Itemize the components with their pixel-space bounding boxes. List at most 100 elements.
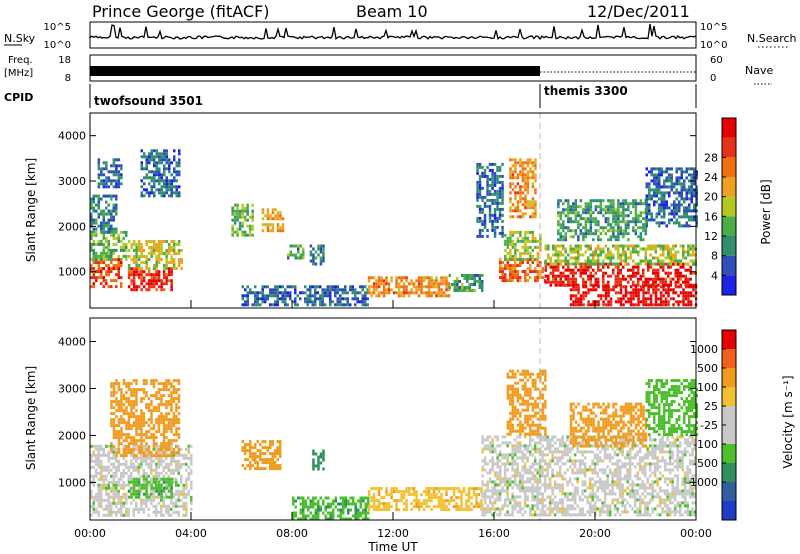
data-cell (329, 505, 332, 509)
data-cell (95, 462, 98, 466)
data-cell (602, 229, 605, 233)
data-cell (137, 439, 141, 443)
data-cell (127, 421, 131, 425)
data-cell (405, 276, 408, 280)
data-cell (173, 158, 176, 162)
data-cell (165, 418, 168, 422)
data-cell (547, 262, 550, 266)
data-cell (506, 267, 509, 271)
data-cell (514, 197, 517, 201)
data-cell (667, 250, 670, 254)
scatter-region-8 (261, 208, 285, 233)
data-cell (664, 247, 667, 251)
data-cell (286, 294, 289, 298)
data-cell (632, 268, 635, 272)
data-cell (122, 242, 125, 246)
data-cell (92, 233, 95, 237)
beam-title: Beam 10 (356, 2, 428, 21)
data-cell (644, 226, 648, 230)
data-cell (634, 294, 638, 298)
data-cell (695, 200, 698, 204)
data-cell (314, 288, 317, 292)
data-cell (488, 447, 492, 451)
data-cell (524, 230, 527, 234)
data-cell (112, 486, 115, 490)
data-cell (145, 391, 148, 395)
data-cell (112, 492, 115, 496)
data-cell (339, 514, 342, 518)
data-cell (481, 438, 484, 442)
data-cell (246, 449, 249, 453)
data-cell (339, 294, 342, 298)
data-cell (231, 233, 234, 237)
data-cell (486, 447, 489, 451)
data-cell (244, 452, 247, 456)
data-cell (519, 230, 522, 234)
data-cell (531, 254, 535, 258)
data-cell (97, 462, 100, 466)
data-cell (90, 489, 93, 493)
data-cell (127, 240, 131, 243)
data-cell (140, 179, 143, 183)
data-cell (140, 453, 143, 457)
data-cell (341, 291, 344, 295)
data-cell (307, 505, 310, 509)
data-cell (486, 204, 489, 208)
data-cell (147, 273, 151, 277)
data-cell (410, 282, 413, 286)
data-cell (97, 486, 100, 490)
data-cell (667, 303, 670, 307)
data-cell (607, 294, 610, 298)
data-cell (160, 249, 163, 252)
data-cell (339, 508, 342, 512)
data-cell (689, 271, 692, 275)
data-cell (105, 185, 108, 189)
data-cell (354, 514, 357, 518)
data-cell (486, 186, 489, 190)
data-cell (622, 202, 625, 206)
data-cell (162, 403, 166, 407)
data-cell (488, 189, 492, 193)
data-cell (589, 274, 592, 278)
data-cell (175, 409, 178, 413)
data-cell (516, 206, 520, 210)
data-cell (162, 264, 166, 267)
data-cell (402, 288, 406, 292)
data-cell (137, 456, 140, 460)
data-cell (609, 256, 612, 260)
data-cell (629, 250, 632, 254)
data-cell (437, 502, 441, 506)
data-cell (110, 424, 113, 428)
data-cell (180, 480, 183, 484)
data-cell (519, 257, 522, 261)
data-cell (286, 285, 289, 289)
data-cell (150, 152, 153, 156)
data-cell (152, 385, 156, 389)
data-cell (271, 291, 274, 295)
data-cell (493, 474, 497, 478)
data-cell (667, 294, 670, 298)
data-cell (648, 182, 651, 186)
data-cell (155, 170, 158, 174)
data-cell (440, 282, 443, 286)
data-cell (524, 279, 527, 283)
data-cell (689, 244, 692, 248)
data-cell (266, 229, 270, 233)
data-cell (624, 229, 628, 233)
data-cell (599, 208, 603, 212)
data-cell (448, 274, 451, 277)
data-cell (130, 258, 133, 261)
data-cell (579, 265, 582, 269)
data-cell (602, 247, 605, 251)
data-cell (175, 191, 178, 195)
data-cell (140, 261, 143, 264)
data-cell (639, 247, 642, 251)
data-cell (579, 262, 582, 266)
data-cell (125, 382, 128, 386)
data-cell (130, 273, 133, 277)
data-cell (663, 191, 666, 195)
data-cell (112, 185, 116, 189)
data-cell (170, 194, 173, 198)
data-cell (468, 277, 471, 280)
data-cell (511, 264, 514, 268)
